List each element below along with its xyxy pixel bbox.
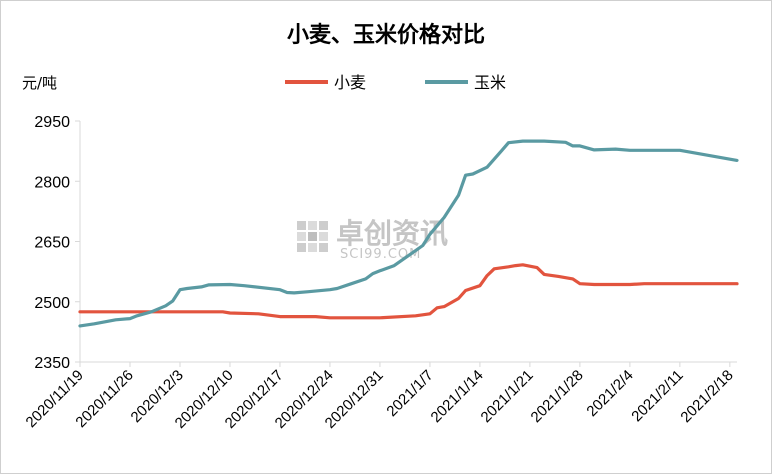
x-axis-ticks: 2020/11/192020/11/262020/12/32020/12/102… xyxy=(23,362,737,432)
y-tick-label: 2350 xyxy=(34,355,70,372)
y-tick-label: 2950 xyxy=(34,114,70,131)
y-tick-label: 2800 xyxy=(34,174,70,191)
y-axis-ticks: 2350 2500 2650 2800 2950 xyxy=(34,114,80,372)
watermark-logo-icon xyxy=(297,221,328,252)
x-tick-label: 2021/1/28 xyxy=(528,367,587,426)
x-tick-label: 2021/2/11 xyxy=(628,367,686,425)
series-lines xyxy=(78,139,739,328)
legend-label-wheat: 小麦 xyxy=(334,73,366,92)
y-tick-label: 2650 xyxy=(34,235,70,252)
y-axis-unit-label: 元/吨 xyxy=(22,74,57,92)
x-tick-label: 2021/2/18 xyxy=(677,367,736,426)
legend-label-corn: 玉米 xyxy=(474,73,506,92)
x-tick-label: 2021/1/21 xyxy=(478,367,537,426)
legend: 小麦 玉米 xyxy=(285,73,506,92)
watermark-sub-text: SCI99.COM xyxy=(340,247,421,262)
y-tick-label: 2500 xyxy=(34,295,70,312)
series-line-corn xyxy=(78,139,739,328)
x-tick-label: 2021/1/14 xyxy=(428,367,487,426)
chart-title: 小麦、玉米价格对比 xyxy=(287,22,485,48)
series-line-wheat xyxy=(78,263,739,320)
